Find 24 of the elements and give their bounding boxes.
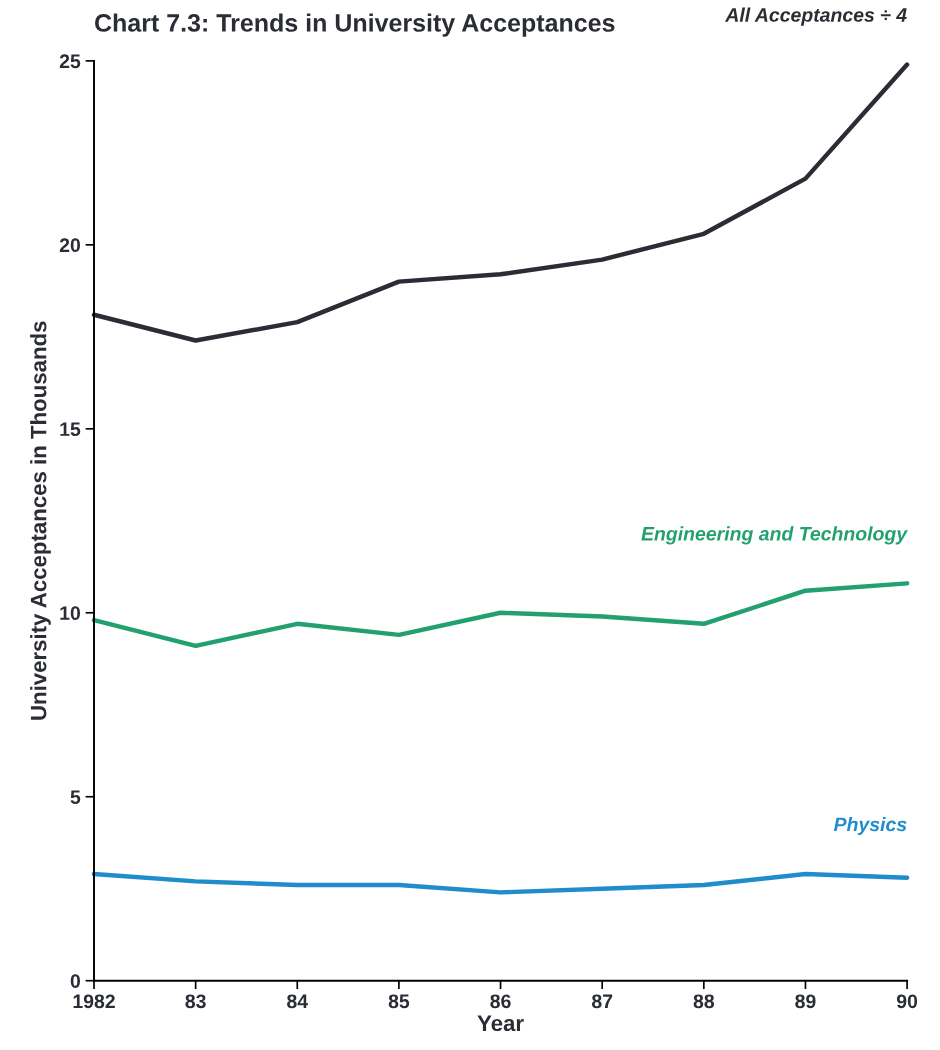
x-tick-label: 83 bbox=[185, 994, 206, 1009]
x-tick-label: 88 bbox=[693, 994, 715, 1009]
x-tick-label: 87 bbox=[591, 994, 613, 1009]
text: Engineering and Technology bbox=[641, 526, 908, 545]
y-tick-label: 10 bbox=[60, 606, 81, 621]
y-tick-label: 0 bbox=[70, 974, 81, 988]
text: Physics bbox=[833, 816, 907, 836]
x-tick-label: 84 bbox=[287, 994, 308, 1009]
y-axis-title: University Acceptances in Thousands bbox=[30, 321, 51, 720]
line-series bbox=[91, 871, 910, 895]
x-axis-title: Year bbox=[477, 1015, 524, 1032]
chart-title: Chart 7.3: Trends in University Acceptances bbox=[95, 13, 615, 37]
text: All Acceptances ÷ 4 bbox=[724, 7, 907, 26]
line-series bbox=[91, 581, 910, 649]
y-tick-label: 25 bbox=[59, 54, 81, 69]
x-tick-label: 86 bbox=[490, 994, 511, 1009]
x-tick-label: 90 bbox=[896, 994, 918, 1009]
line-series bbox=[91, 62, 910, 343]
x-tick-label: 1982 bbox=[73, 994, 115, 1009]
y-tick-label: 15 bbox=[60, 422, 81, 437]
y-tick-label: 20 bbox=[59, 238, 81, 253]
x-tick-label: 89 bbox=[795, 994, 816, 1009]
y-tick-label: 5 bbox=[70, 790, 81, 804]
x-tick-label: 85 bbox=[388, 994, 410, 1009]
